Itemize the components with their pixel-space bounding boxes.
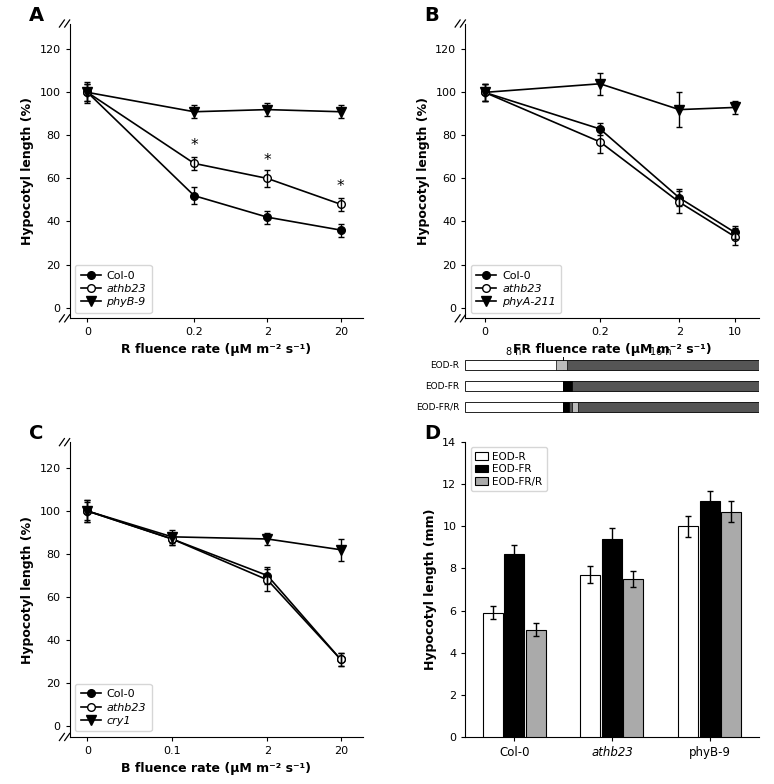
Legend: Col-0, athb23, cry1: Col-0, athb23, cry1 [75,684,152,731]
Text: D: D [424,424,440,444]
Bar [526,630,546,737]
Text: *: * [337,179,344,194]
Text: B: B [424,5,439,25]
Bar [602,539,622,737]
Legend: Col-0, athb23, phyB-9: Col-0, athb23, phyB-9 [75,265,152,313]
Y-axis label: Hypocotyl length (%): Hypocotyl length (%) [21,97,34,245]
Bar [504,554,524,737]
Bar [700,501,720,737]
Legend: EOD-R, EOD-FR, EOD-FR/R: EOD-R, EOD-FR, EOD-FR/R [471,448,546,491]
Bar [580,575,601,737]
Y-axis label: Hypocotyl length (%): Hypocotyl length (%) [416,97,430,245]
X-axis label: B fluence rate (μM m⁻² s⁻¹): B fluence rate (μM m⁻² s⁻¹) [122,761,311,775]
Text: C: C [29,424,43,444]
Y-axis label: Hypocotyl length (mm): Hypocotyl length (mm) [423,509,437,670]
Bar [721,512,741,737]
Bar [678,526,698,737]
Y-axis label: Hypocotyl length (%): Hypocotyl length (%) [21,516,34,663]
Bar [623,579,643,737]
Text: *: * [264,153,271,168]
X-axis label: FR fluence rate (μM m⁻² s⁻¹): FR fluence rate (μM m⁻² s⁻¹) [512,343,711,356]
X-axis label: R fluence rate (μM m⁻² s⁻¹): R fluence rate (μM m⁻² s⁻¹) [122,343,311,356]
Text: A: A [29,5,44,25]
Text: *: * [190,138,198,153]
Bar [483,613,503,737]
Legend: Col-0, athb23, phyA-211: Col-0, athb23, phyA-211 [471,265,561,313]
